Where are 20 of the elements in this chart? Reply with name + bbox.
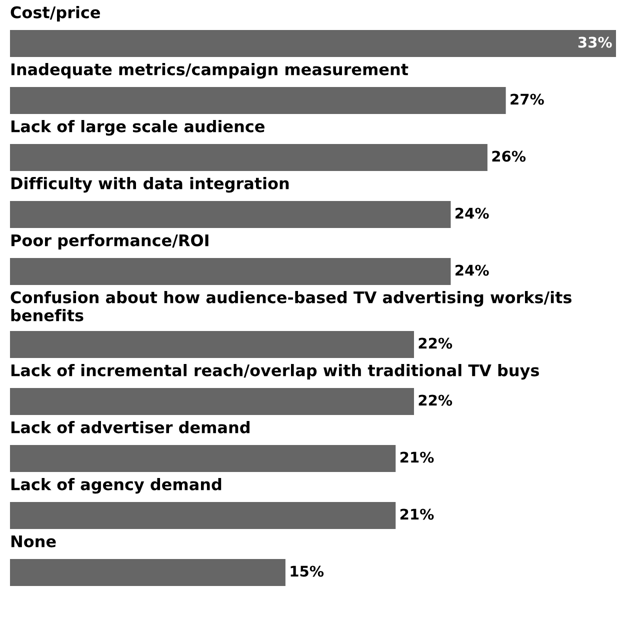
y-tick-label: Lack of large scale audience bbox=[11, 120, 264, 136]
data-label: 22% bbox=[418, 394, 452, 406]
y-tick-label: Cost/price bbox=[10, 6, 100, 22]
data-label: 26% bbox=[492, 150, 526, 162]
y-tick-label: Lack of incremental reach/overlap with traditional TV buys bbox=[11, 364, 539, 380]
data-label: 15% bbox=[290, 566, 324, 577]
y-tick-label: Lack of agency demand bbox=[11, 478, 222, 494]
data-label: 24% bbox=[456, 264, 489, 276]
y-tick-label: Difficulty with data integration bbox=[11, 177, 289, 193]
data-label: 27% bbox=[510, 94, 544, 105]
y-tick-label: Confusion about how audience-based TV advertising works/its benefits bbox=[10, 291, 572, 322]
y-tick-label: None bbox=[11, 535, 56, 548]
data-label: 22% bbox=[418, 338, 452, 349]
y-tick-label: Poor performance/ROI bbox=[11, 234, 208, 250]
data-label: 21% bbox=[400, 452, 434, 463]
y-tick-label: Lack of advertiser demand bbox=[11, 421, 250, 434]
y-tick-label: Inadequate metrics/campaign measurement bbox=[11, 63, 408, 79]
data-label: 24% bbox=[456, 208, 489, 219]
data-label: 21% bbox=[400, 508, 434, 520]
data-label: 33% bbox=[578, 36, 612, 48]
